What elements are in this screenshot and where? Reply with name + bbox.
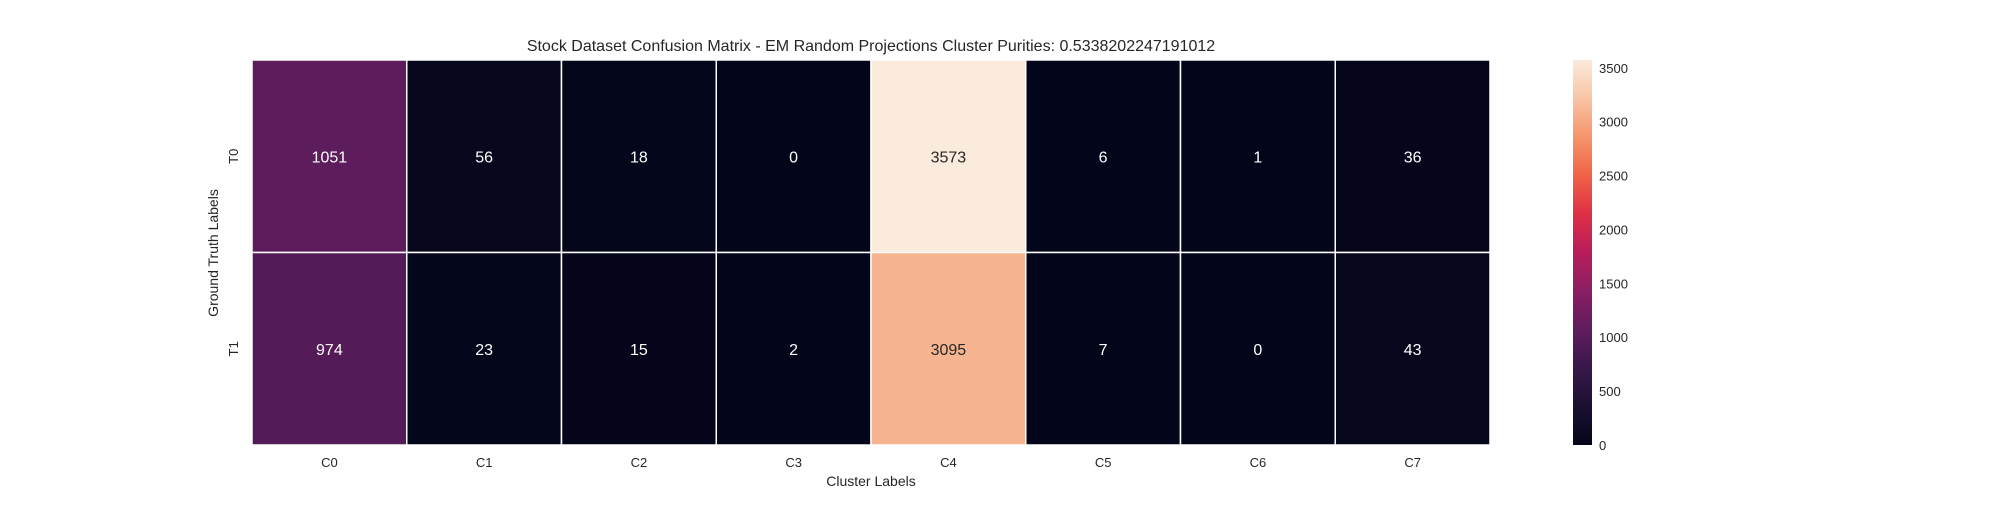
cell-value-T0-C2: 18	[630, 149, 648, 166]
cell-value-T1-C6: 0	[1253, 342, 1262, 359]
heatmap-cell-T1-C4	[870, 251, 1027, 446]
y-axis-label: Ground Truth Labels	[205, 189, 221, 317]
colorbar-tick-3500: 3500	[1599, 61, 1628, 76]
cell-value-T1-C4: 3095	[931, 342, 967, 359]
x-tick-C1: C1	[476, 455, 493, 470]
colorbar-tick-1000: 1000	[1599, 330, 1628, 345]
colorbar-tick-1500: 1500	[1599, 276, 1628, 291]
heatmap-cell-T1-C7	[1334, 251, 1491, 446]
cell-value-T0-C0: 1051	[312, 149, 348, 166]
colorbar	[1573, 60, 1592, 445]
heatmap-cell-T1-C1	[406, 251, 563, 446]
x-tick-C7: C7	[1404, 455, 1421, 470]
x-tick-C0: C0	[321, 455, 338, 470]
x-tick-C2: C2	[631, 455, 648, 470]
heatmap-cell-T0-C3	[715, 59, 872, 254]
y-tick-labels: T0 T1	[226, 149, 241, 357]
heatmap-cell-T0-C1	[406, 59, 563, 254]
chart-title: Stock Dataset Confusion Matrix - EM Rand…	[527, 38, 1215, 55]
cell-value-T0-C5: 6	[1099, 149, 1108, 166]
heatmap-cell-T0-C0	[251, 59, 408, 254]
cell-value-T0-C1: 56	[475, 149, 493, 166]
x-tick-C4: C4	[940, 455, 957, 470]
heatmap-cell-labels: 1051 56 18 0 3573 6 1 36 974 23 15 2 3095 7 0 43	[312, 149, 1422, 359]
x-tick-C3: C3	[785, 455, 802, 470]
heatmap-cell-T0-C2	[560, 59, 717, 254]
y-tick-T0: T0	[226, 149, 241, 164]
cell-value-T0-C3: 0	[789, 149, 798, 166]
heatmap-cell-T1-C3	[715, 251, 872, 446]
heatmap-cell-T1-C5	[1025, 251, 1182, 446]
cell-value-T1-C3: 2	[789, 342, 798, 359]
colorbar-tick-2000: 2000	[1599, 222, 1628, 237]
heatmap-cells	[251, 59, 1491, 446]
colorbar-tick-2500: 2500	[1599, 169, 1628, 184]
y-tick-T1: T1	[226, 341, 241, 356]
heatmap-cell-T1-C6	[1179, 251, 1336, 446]
heatmap-cell-T0-C4	[870, 59, 1027, 254]
cell-value-T1-C1: 23	[475, 342, 493, 359]
x-axis-label: Cluster Labels	[826, 473, 916, 489]
cell-value-T1-C2: 15	[630, 342, 648, 359]
cell-value-T1-C7: 43	[1404, 342, 1422, 359]
x-tick-labels: C0 C1 C2 C3 C4 C5 C6 C7	[321, 455, 1421, 470]
heatmap-cell-T1-C0	[251, 251, 408, 446]
colorbar-tick-labels: 0 500 1000 1500 2000 2500 3000 3500	[1599, 61, 1628, 453]
cell-value-T1-C5: 7	[1099, 342, 1108, 359]
x-tick-C5: C5	[1095, 455, 1112, 470]
colorbar-tick-3000: 3000	[1599, 115, 1628, 130]
heatmap-cell-T0-C5	[1025, 59, 1182, 254]
cell-value-T0-C4: 3573	[931, 149, 967, 166]
cell-value-T0-C7: 36	[1404, 149, 1422, 166]
colorbar-tick-0: 0	[1599, 438, 1606, 453]
cell-value-T0-C6: 1	[1253, 149, 1262, 166]
colorbar-tick-500: 500	[1599, 384, 1621, 399]
x-tick-C6: C6	[1250, 455, 1267, 470]
heatmap-cell-T0-C7	[1334, 59, 1491, 254]
cell-value-T1-C0: 974	[316, 342, 343, 359]
